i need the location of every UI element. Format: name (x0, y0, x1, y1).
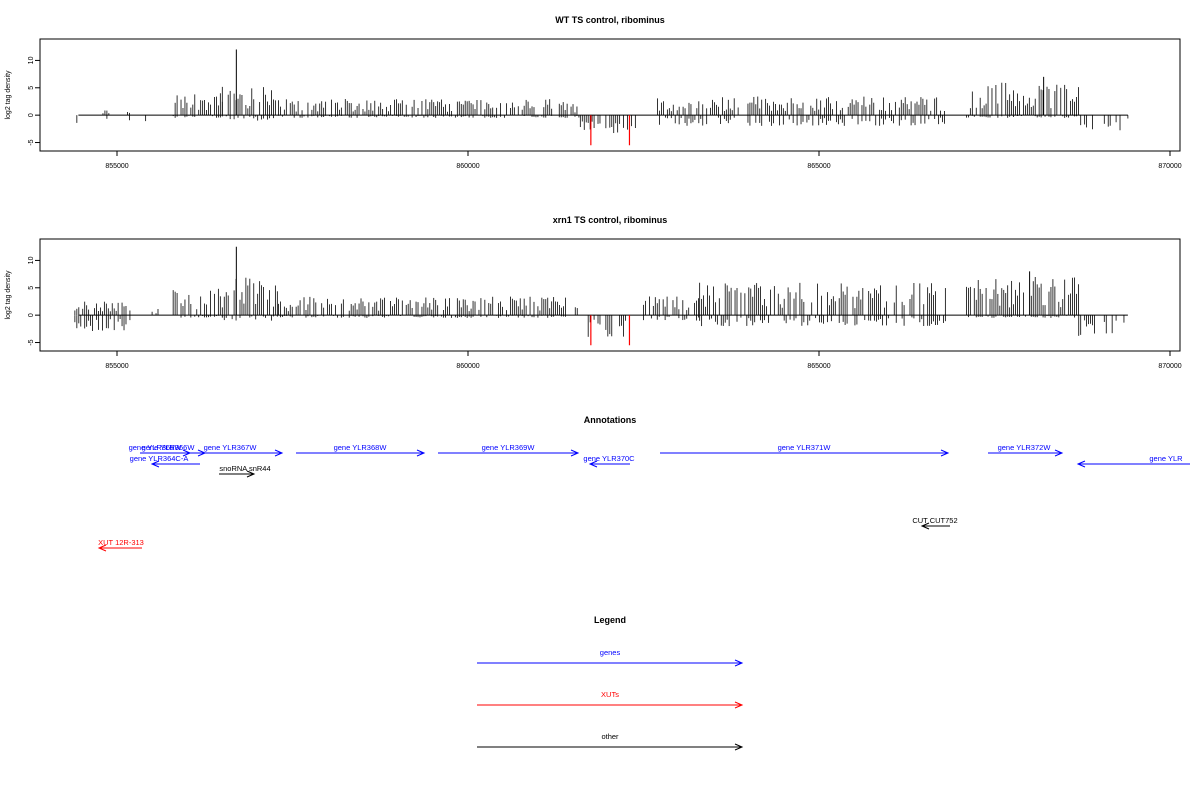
plot-frame-wt (39, 38, 1181, 152)
feature-label: gene YLR (1149, 454, 1183, 463)
x-tick-label: 870000 (1158, 163, 1181, 170)
feature-arrowhead (588, 460, 598, 468)
x-ticks-xrn1: 855000 860000 865000 870000 (105, 351, 1182, 370)
legend-label: genes (600, 648, 621, 657)
legend-arrowhead (734, 743, 744, 751)
legend-item: genes (477, 648, 744, 667)
y-tick-label: 5 (28, 286, 35, 290)
legend-label: other (601, 732, 619, 741)
bars-wt (76, 49, 1129, 146)
annotation-feature: gene YLR371W (660, 443, 950, 457)
legend-arrowhead (734, 701, 744, 709)
annotation-feature: CUT CUT752 (912, 516, 958, 530)
legend-items: genes XUTs other (477, 648, 744, 751)
annotation-feature: gene YLR368W (296, 443, 426, 457)
x-tick-label: 860000 (456, 163, 479, 170)
feature-arrowhead (1076, 460, 1086, 468)
annotation-feature: gene YLR369W (438, 443, 580, 457)
feature-label: gene YLR370C (583, 454, 635, 463)
feature-arrowhead (150, 460, 160, 468)
annotation-feature: gene YLR364C-A (130, 454, 200, 468)
feature-arrowhead (97, 544, 107, 552)
annotation-feature: gene YLR366W (142, 443, 196, 457)
feature-label: gene YLR372W (998, 443, 1052, 452)
annotation-feature: gene YLR367W (195, 443, 284, 457)
panel-title-xrn1: xrn1 TS control, ribominus (553, 215, 668, 225)
legend-label: XUTs (601, 690, 619, 699)
feature-label: gene YLR366W (142, 443, 196, 452)
annotation-feature: gene YLR370C (583, 454, 635, 468)
y-tick-label: 10 (28, 256, 35, 264)
feature-arrowhead (182, 449, 192, 457)
annotation-feature: gene YLR (1076, 454, 1190, 468)
y-tick-label: 5 (28, 86, 35, 90)
y-axis-label-wt: log2 tag density (5, 70, 12, 120)
x-ticks-wt: 855000 860000 865000 870000 (105, 151, 1182, 170)
annotation-feature: gene YLR372W (988, 443, 1064, 457)
x-tick-label: 865000 (807, 163, 830, 170)
wt-density-panel: WT TS control, ribominus log2 tag densit… (5, 15, 1182, 170)
annotation-feature: snoRNA snR44 (219, 464, 271, 478)
feature-arrowhead (940, 449, 950, 457)
panel-title-wt: WT TS control, ribominus (555, 15, 665, 25)
feature-label: gene YLR371W (778, 443, 832, 452)
y-tick-label: -5 (28, 139, 35, 145)
feature-label: snoRNA snR44 (219, 464, 270, 473)
feature-arrowhead (246, 470, 256, 478)
x-tick-label: 860000 (456, 363, 479, 370)
feature-arrowhead (416, 449, 426, 457)
y-tick-label: 0 (28, 313, 35, 317)
feature-label: gene YLR364C-A (130, 454, 189, 463)
legend-item: XUTs (477, 690, 744, 709)
annotation-feature: XUT 12R-313 (97, 538, 144, 552)
feature-label: gene YLR369W (482, 443, 536, 452)
feature-label: gene YLR367W (204, 443, 258, 452)
y-tick-label: 10 (28, 56, 35, 64)
feature-label: gene YLR368W (334, 443, 388, 452)
legend-item: other (477, 732, 744, 751)
feature-arrowhead (1054, 449, 1064, 457)
x-tick-label: 855000 (105, 163, 128, 170)
legend-arrowhead (734, 659, 744, 667)
x-tick-label: 865000 (807, 363, 830, 370)
legend: Legend genes XUTs other (477, 615, 744, 751)
annotations-title: Annotations (584, 415, 637, 425)
y-tick-label: -5 (28, 339, 35, 345)
y-ticks-wt: -5 0 5 10 (28, 56, 40, 146)
feature-label: gene YLR365W (129, 443, 183, 452)
feature-label: CUT CUT752 (912, 516, 957, 525)
plot-frame-xrn1 (39, 238, 1181, 352)
legend-title: Legend (594, 615, 626, 625)
x-tick-label: 870000 (1158, 363, 1181, 370)
feature-arrowhead (920, 522, 930, 530)
y-ticks-xrn1: -5 0 5 10 (28, 256, 40, 346)
y-axis-label-xrn1: log2 tag density (5, 270, 12, 320)
feature-label: XUT 12R-313 (98, 538, 144, 547)
feature-arrowhead (570, 449, 580, 457)
bars-xrn1 (74, 246, 1128, 346)
feature-arrowhead (274, 449, 284, 457)
y-tick-label: 0 (28, 113, 35, 117)
xrn1-density-panel: xrn1 TS control, ribominus log2 tag dens… (5, 215, 1182, 370)
x-tick-label: 855000 (105, 363, 128, 370)
